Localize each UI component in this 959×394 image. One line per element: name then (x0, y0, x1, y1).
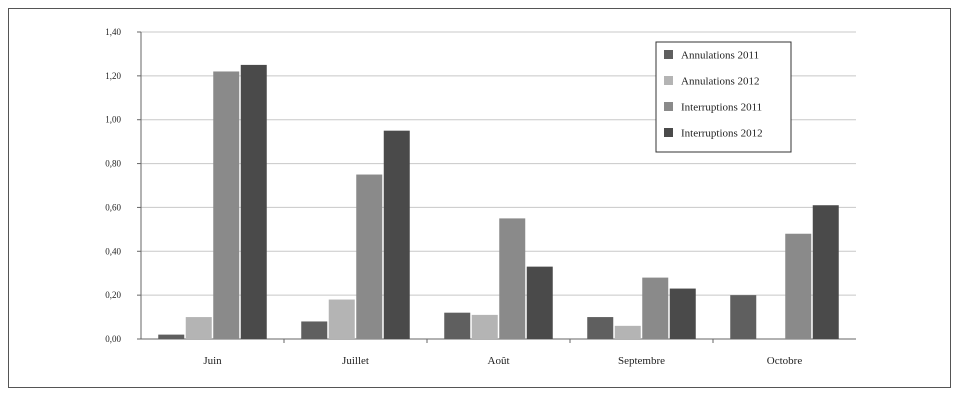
legend-label: Interruptions 2011 (681, 102, 762, 114)
y-tick-label: 0,20 (105, 290, 121, 300)
bar (240, 64, 267, 339)
legend-label: Annulations 2011 (681, 50, 759, 62)
legend-box (655, 41, 792, 153)
legend-swatch (664, 102, 673, 111)
bar (642, 277, 669, 339)
bar (730, 295, 757, 339)
y-tick-label: 0,60 (105, 202, 121, 212)
legend-label: Interruptions 2012 (681, 128, 763, 140)
bar (471, 314, 498, 339)
legend-swatch (664, 50, 673, 59)
y-tick-label: 1,00 (105, 115, 121, 125)
bar (526, 266, 553, 339)
y-tick-label: 0,40 (105, 246, 121, 256)
y-tick-label: 0,80 (105, 159, 121, 169)
bar (356, 174, 383, 339)
bar (301, 321, 328, 339)
legend-swatch (664, 76, 673, 85)
bar (158, 334, 185, 339)
bar (444, 312, 471, 339)
legend: Annulations 2011 Annulations 2012 Interrup… (655, 41, 792, 153)
x-tick-labels: Juin Juillet Août Septembre Octobre (203, 355, 802, 367)
y-tick-label: 1,20 (105, 71, 121, 81)
bar (213, 71, 240, 339)
legend-swatch (664, 128, 673, 137)
bar (614, 325, 641, 339)
bar (328, 299, 355, 339)
x-tick-label: Juillet (342, 355, 369, 367)
y-tick-labels: 0,00 0,20 0,40 0,60 0,80 1,00 1,20 1,40 (105, 27, 121, 344)
bar (587, 317, 614, 339)
bar (185, 317, 212, 339)
legend-label: Annulations 2012 (681, 76, 760, 88)
chart-frame: 0,00 0,20 0,40 0,60 0,80 1,00 1,20 1,40 Juin Jui… (8, 8, 951, 388)
x-tick-label: Octobre (767, 355, 803, 367)
bar (383, 130, 410, 339)
bar (812, 205, 839, 339)
y-tick-label: 1,40 (105, 27, 121, 37)
x-tick-label: Septembre (618, 355, 665, 367)
bar (499, 218, 526, 339)
bar (669, 288, 696, 339)
x-tick-label: Août (488, 355, 510, 367)
bar-chart: 0,000,200,400,600,801,001,201,40 Juin Jui… (105, 27, 856, 367)
bar (785, 233, 812, 339)
x-tick-label: Juin (203, 355, 222, 367)
bars (158, 64, 839, 339)
y-tick-label: 0,00 (105, 334, 121, 344)
